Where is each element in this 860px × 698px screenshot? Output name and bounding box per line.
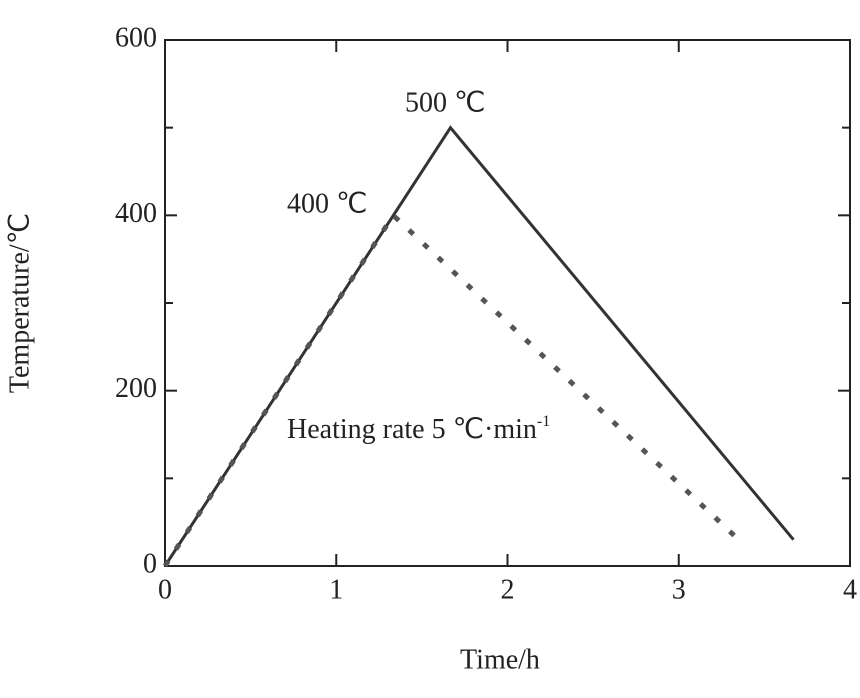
annotation: Heating rate 5 ℃·min-1: [287, 413, 550, 446]
x-axis-label: Time/h: [460, 644, 540, 675]
annotation-sup: -1: [537, 413, 550, 430]
annotation: 500 ℃: [405, 87, 485, 118]
y-tick-label: 200: [115, 373, 157, 404]
plot-frame: [164, 39, 851, 567]
y-axis-label: Temperature/℃: [4, 213, 35, 393]
x-tick-label: 2: [501, 574, 515, 605]
annotation: 400 ℃: [287, 188, 367, 219]
series-line: [163, 125, 795, 567]
x-tick-label: 1: [329, 574, 343, 605]
annotation-text: Heating rate 5 ℃·min: [287, 414, 537, 445]
y-tick-label: 0: [143, 548, 157, 579]
y-tick-label: 600: [115, 22, 157, 53]
x-tick-label: 4: [843, 574, 857, 605]
x-tick-label: 0: [158, 574, 172, 605]
x-tick-label: 3: [672, 574, 686, 605]
y-tick-label: 400: [115, 198, 157, 229]
series-line: [162, 211, 741, 568]
